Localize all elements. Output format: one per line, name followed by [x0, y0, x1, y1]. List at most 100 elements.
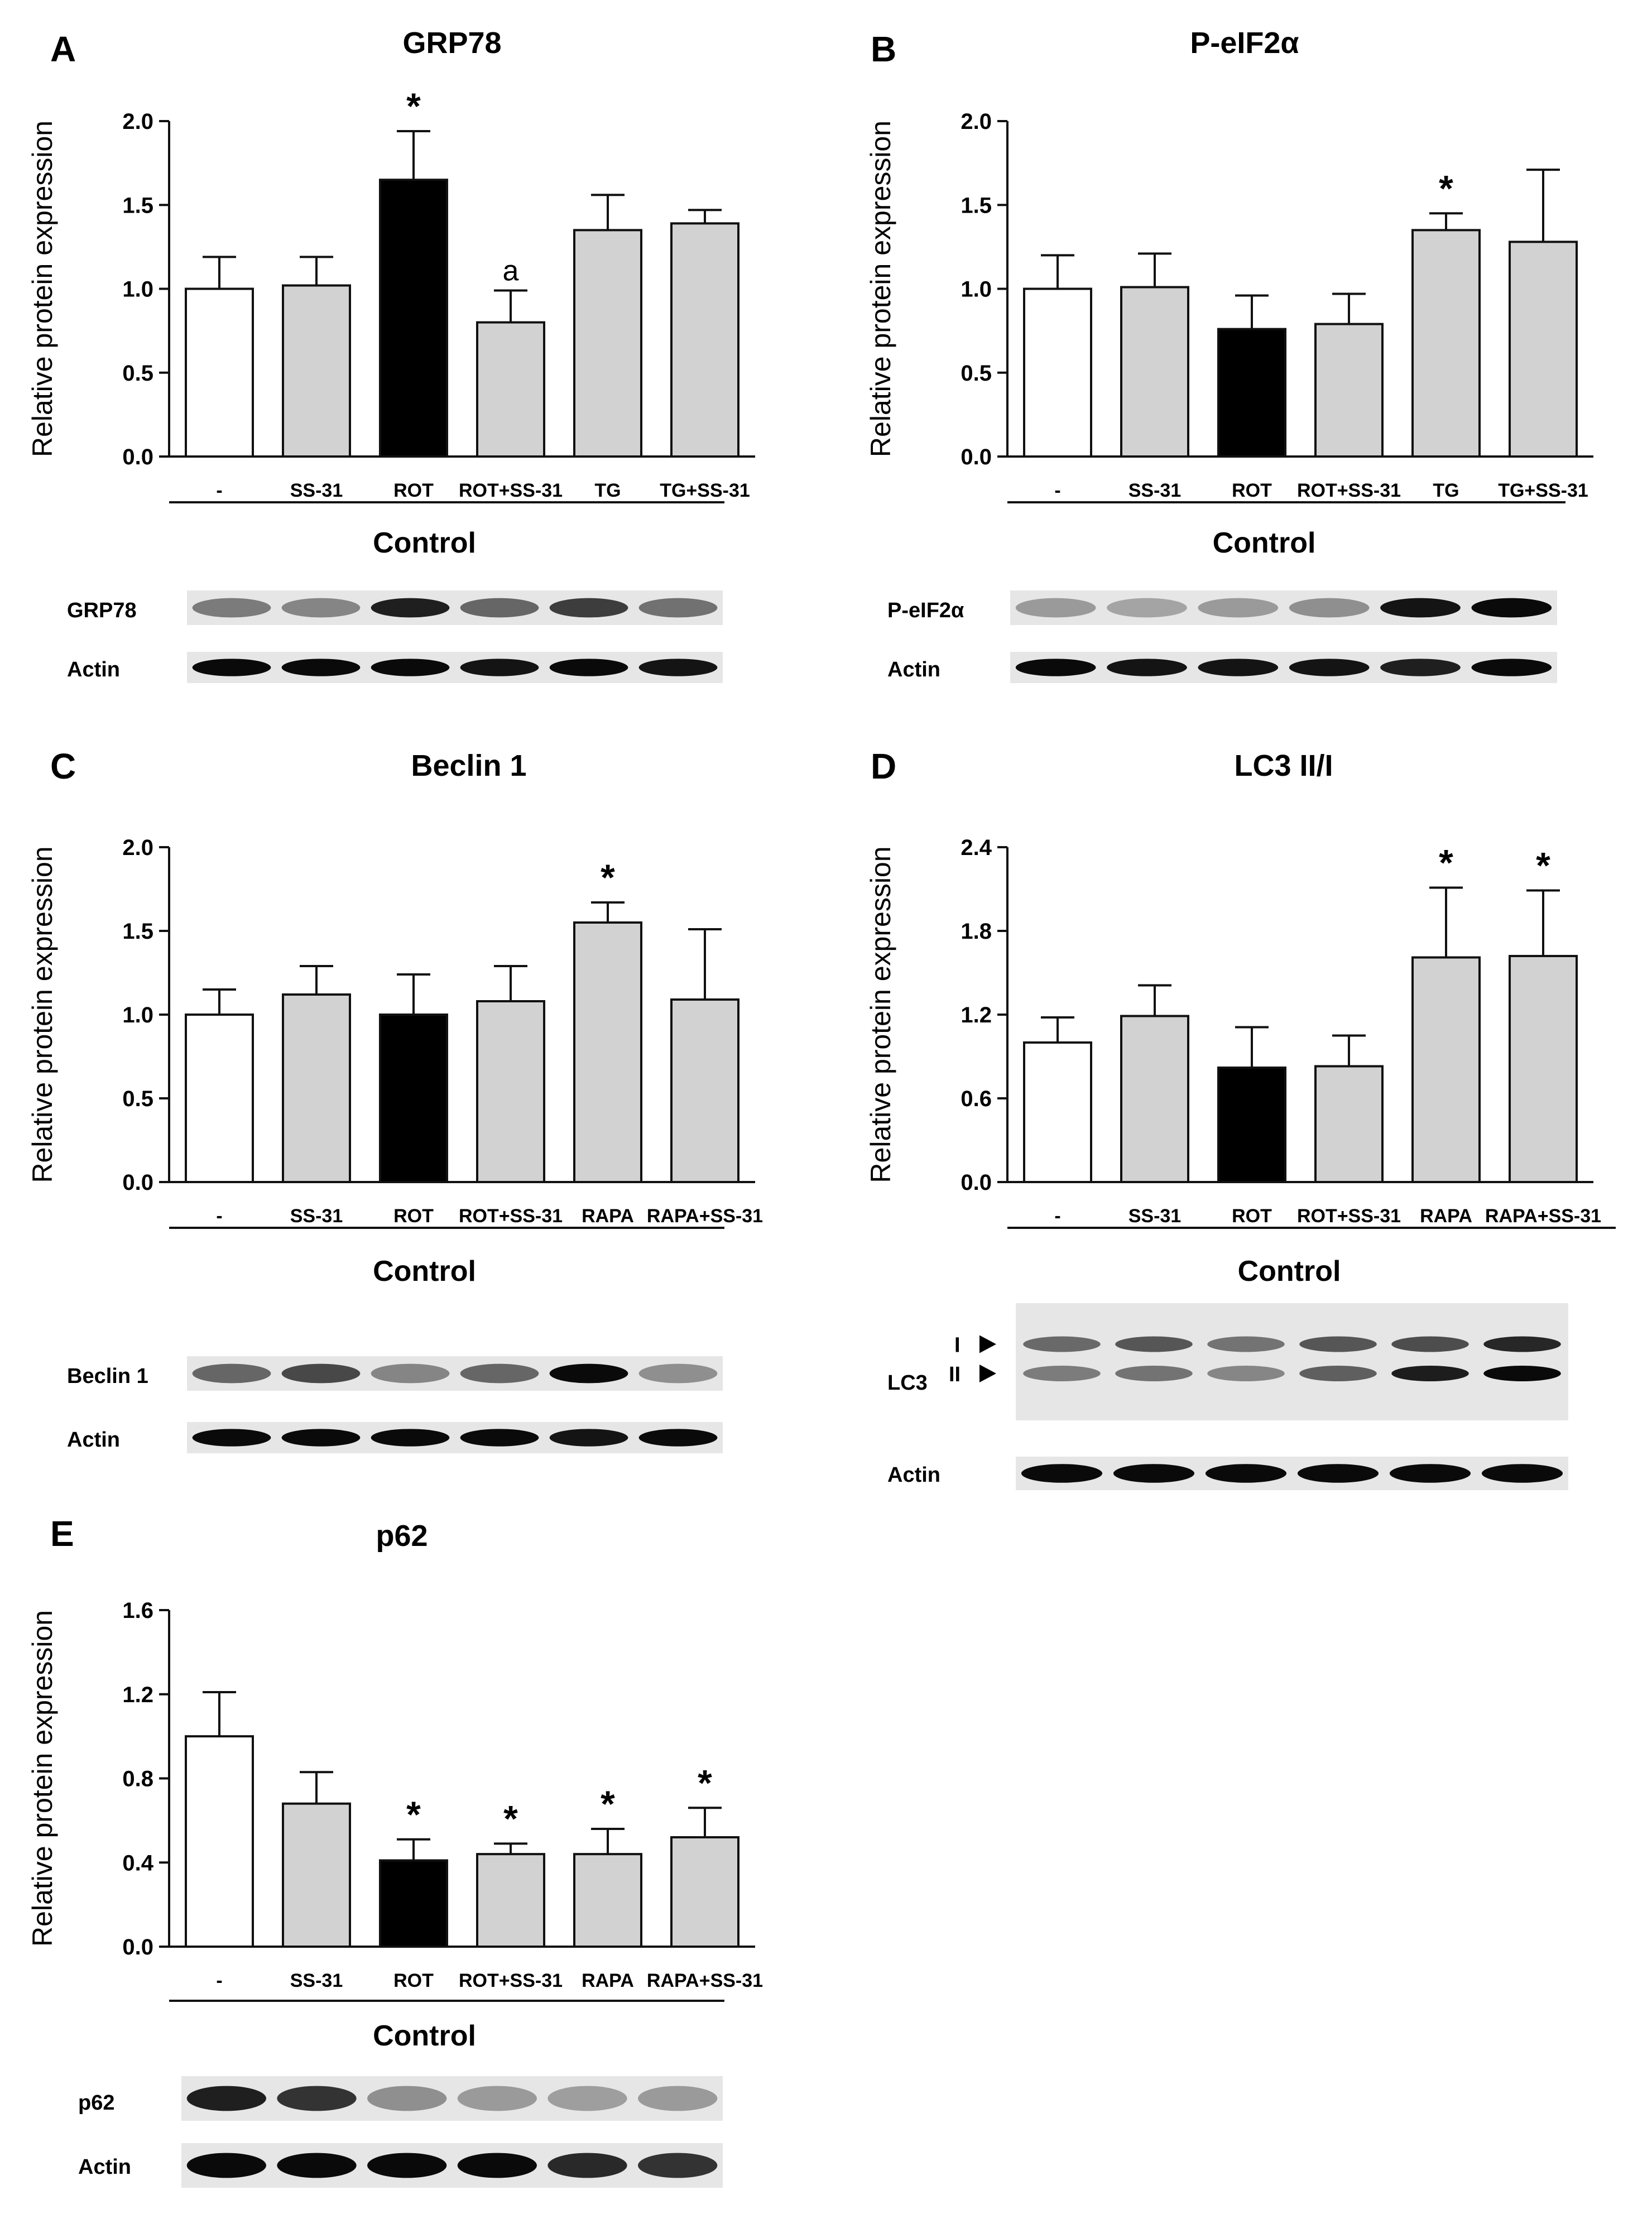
blot-band — [281, 1363, 361, 1384]
y-tick-label: 1.0 — [122, 277, 153, 302]
blot-band — [371, 598, 450, 618]
blot-band — [1023, 1336, 1101, 1352]
panel-a: A GRP78 Relative protein expression 0.0 0.5 1… — [27, 26, 755, 683]
blot-band — [371, 1363, 450, 1384]
band-arrow-icon — [979, 1335, 996, 1353]
blot-band — [1380, 659, 1461, 676]
x-tick-label: ROT+SS-31 — [459, 1970, 563, 1991]
bar-4 — [573, 1853, 642, 1948]
bar-3 — [476, 321, 545, 458]
blot-band — [1483, 1336, 1561, 1352]
blot-band — [1297, 1464, 1379, 1483]
blot-label: Actin — [887, 658, 940, 681]
bar-0 — [185, 1735, 254, 1948]
blot-label: GRP78 — [67, 599, 137, 622]
bar-2 — [1217, 328, 1286, 458]
x-tick-label: RAPA+SS-31 — [647, 1205, 763, 1227]
blot-band — [1391, 1366, 1469, 1381]
blot-band — [1107, 659, 1187, 676]
chart-title: Beclin 1 — [411, 749, 526, 782]
blot-band — [457, 2086, 537, 2111]
blot-band — [1483, 1366, 1561, 1381]
y-tick-label: 0.4 — [122, 1851, 153, 1875]
panel-letter: A — [50, 29, 76, 69]
blot-label: Beclin 1 — [67, 1365, 148, 1388]
blot-band — [367, 2153, 447, 2178]
panel-letter: B — [871, 29, 896, 69]
blot-band — [281, 598, 361, 618]
y-tick-label: 2.0 — [122, 835, 153, 860]
x-tick-label: ROT+SS-31 — [1297, 480, 1401, 501]
significance-mark: * — [1536, 845, 1550, 886]
bar-0 — [1023, 1041, 1092, 1183]
blot-band — [1391, 1336, 1469, 1352]
y-tick-label: 2.0 — [961, 109, 992, 134]
x-tick-label: ROT+SS-31 — [1297, 1205, 1401, 1227]
x-tick-label: ROT+SS-31 — [459, 1205, 563, 1227]
blot-label: P-eIF2α — [887, 599, 964, 622]
x-tick-label: RAPA+SS-31 — [1485, 1205, 1601, 1227]
significance-mark: a — [503, 255, 519, 287]
y-tick-label: 1.0 — [961, 277, 992, 302]
x-tick-label: ROT — [393, 1970, 434, 1991]
bar-5 — [1509, 955, 1578, 1183]
significance-mark: * — [503, 1798, 518, 1839]
y-axis-label: Relative protein expression — [27, 121, 58, 457]
x-tick-label: ROT — [1232, 1205, 1272, 1227]
band-label-ii: II — [949, 1363, 961, 1386]
bar-4 — [573, 229, 642, 458]
bar-0 — [185, 287, 254, 458]
x-tick-label: TG+SS-31 — [1498, 480, 1588, 501]
blot-band — [371, 659, 450, 676]
bar-2 — [379, 1859, 448, 1948]
blot-band — [1115, 1336, 1193, 1352]
x-tick-label: TG — [594, 480, 621, 501]
blot-band — [1021, 1464, 1103, 1483]
blot-band — [277, 2086, 357, 2111]
bar-2 — [379, 1014, 448, 1183]
panel-letter: E — [50, 1514, 74, 1554]
blot-band — [549, 659, 628, 676]
blot-band — [371, 1429, 450, 1447]
blot-band — [548, 2086, 627, 2111]
bar-1 — [282, 993, 351, 1183]
bar-1 — [1120, 286, 1189, 458]
blot-strip — [1016, 1303, 1568, 1420]
significance-mark: * — [698, 1762, 712, 1803]
blot-band — [548, 2153, 627, 2178]
x-tick-label: ROT — [393, 480, 434, 501]
panel-letter: D — [871, 746, 896, 786]
blot-band — [1015, 598, 1096, 618]
y-tick-label: 0.6 — [961, 1087, 992, 1111]
blot-band — [1107, 598, 1187, 618]
blot-band — [460, 1429, 539, 1447]
blot-band — [1115, 1366, 1193, 1381]
y-tick-label: 0.5 — [122, 1087, 153, 1111]
blot-band — [192, 659, 271, 676]
band-arrow-icon — [979, 1365, 996, 1382]
blot-band — [192, 598, 271, 618]
y-axis-label: Relative protein expression — [865, 846, 896, 1183]
blot-band — [1198, 598, 1279, 618]
blot-band — [1015, 659, 1096, 676]
chart-title: LC3 II/I — [1234, 749, 1333, 782]
blot-strip — [1010, 590, 1557, 625]
y-tick-label: 1.8 — [961, 919, 992, 944]
bar-5 — [670, 998, 739, 1183]
blot-band — [1299, 1336, 1377, 1352]
blot-band — [1289, 598, 1370, 618]
y-tick-label: 1.2 — [122, 1683, 153, 1707]
blot-band — [638, 2153, 718, 2178]
bar-1 — [282, 1802, 351, 1948]
blot-label: Actin — [67, 658, 120, 681]
blot-band — [1207, 1336, 1285, 1352]
bar-2 — [1217, 1067, 1286, 1183]
x-tick-label: ROT — [393, 1205, 434, 1227]
blot-band — [1023, 1366, 1101, 1381]
blot-band — [186, 2086, 266, 2111]
y-axis-label: Relative protein expression — [27, 846, 58, 1183]
blot-band — [638, 659, 718, 676]
blot-strip — [187, 590, 723, 625]
